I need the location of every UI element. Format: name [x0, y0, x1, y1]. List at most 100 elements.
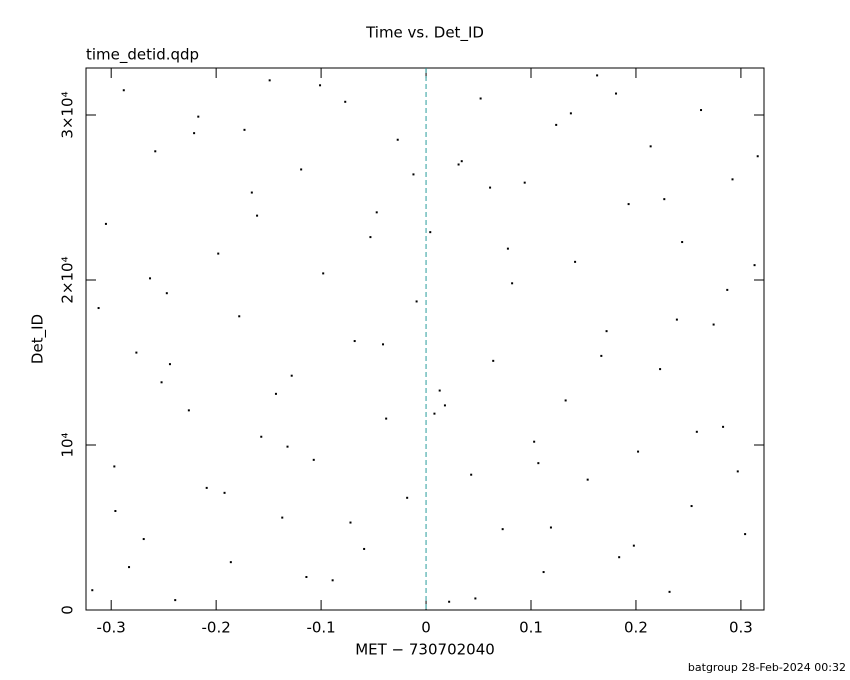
- point: [470, 473, 473, 476]
- point: [154, 150, 157, 153]
- x-axis-label: MET − 730702040: [355, 641, 495, 659]
- point: [286, 445, 289, 448]
- point: [406, 496, 409, 499]
- point: [632, 544, 635, 547]
- point: [605, 330, 608, 333]
- point: [675, 318, 678, 321]
- point: [681, 241, 684, 244]
- point: [344, 100, 347, 103]
- point: [160, 381, 163, 384]
- point: [223, 491, 226, 494]
- point: [555, 123, 558, 126]
- point: [256, 214, 259, 217]
- x-tick-label: 0.2: [624, 619, 648, 637]
- point: [542, 571, 545, 574]
- point: [756, 155, 759, 158]
- point: [695, 430, 698, 433]
- point: [700, 109, 703, 112]
- point: [690, 505, 693, 508]
- point: [744, 533, 747, 536]
- point: [596, 74, 599, 77]
- chart-subtitle: time_detid.qdp: [86, 46, 199, 65]
- point: [506, 247, 509, 250]
- point: [415, 300, 418, 303]
- point: [412, 173, 415, 176]
- y-tick-label: 3×10⁴: [59, 91, 77, 138]
- point: [731, 178, 734, 181]
- point: [205, 486, 208, 489]
- point: [243, 128, 246, 131]
- point: [168, 363, 171, 366]
- y-axis-label: Det_ID: [29, 314, 48, 364]
- point: [193, 132, 196, 135]
- point: [438, 389, 441, 392]
- point: [615, 92, 618, 95]
- point: [460, 160, 463, 163]
- chart-title: Time vs. Det_ID: [365, 24, 484, 43]
- point: [600, 354, 603, 357]
- point: [250, 191, 253, 194]
- point: [104, 222, 107, 225]
- footer: batgroup 28-Feb-2024 00:32: [688, 661, 846, 674]
- point: [489, 186, 492, 189]
- point: [290, 374, 293, 377]
- point: [433, 412, 436, 415]
- point: [736, 470, 739, 473]
- point: [396, 138, 399, 141]
- point: [726, 288, 729, 291]
- point: [122, 89, 125, 92]
- point: [268, 79, 271, 82]
- point: [586, 478, 589, 481]
- point: [429, 231, 432, 234]
- x-tick-label: 0: [421, 619, 431, 637]
- point: [135, 351, 138, 354]
- point: [569, 112, 572, 115]
- point: [165, 292, 168, 295]
- point: [97, 307, 100, 310]
- point: [331, 579, 334, 582]
- x-tick-label: -0.1: [306, 619, 335, 637]
- point: [319, 84, 322, 87]
- point: [659, 368, 662, 371]
- point: [564, 399, 567, 402]
- point: [668, 590, 671, 593]
- point: [511, 282, 514, 285]
- point: [363, 547, 366, 550]
- point: [353, 340, 356, 343]
- x-tick-label: 0.3: [729, 619, 753, 637]
- point: [382, 343, 385, 346]
- point: [574, 260, 577, 263]
- point: [753, 264, 756, 267]
- point: [618, 556, 621, 559]
- point: [114, 509, 117, 512]
- point: [300, 168, 303, 171]
- point: [537, 462, 540, 465]
- point: [312, 458, 315, 461]
- point: [448, 600, 451, 603]
- point: [722, 425, 725, 428]
- point: [523, 181, 526, 184]
- plot-frame: [85, 67, 765, 611]
- point: [187, 409, 190, 412]
- point: [385, 417, 388, 420]
- point: [349, 521, 352, 524]
- point: [457, 163, 460, 166]
- point: [149, 277, 152, 280]
- point: [492, 359, 495, 362]
- point: [501, 528, 504, 531]
- point: [322, 272, 325, 275]
- point: [712, 323, 715, 326]
- point: [142, 538, 145, 541]
- point: [128, 566, 131, 569]
- x-tick-label: -0.2: [202, 619, 231, 637]
- point: [305, 575, 308, 578]
- point: [637, 450, 640, 453]
- x-tick-label: 0.1: [519, 619, 543, 637]
- point: [443, 404, 446, 407]
- point: [663, 198, 666, 201]
- point: [474, 597, 477, 600]
- point: [91, 589, 94, 592]
- point: [217, 252, 220, 255]
- y-tick-label: 10⁴: [59, 432, 77, 457]
